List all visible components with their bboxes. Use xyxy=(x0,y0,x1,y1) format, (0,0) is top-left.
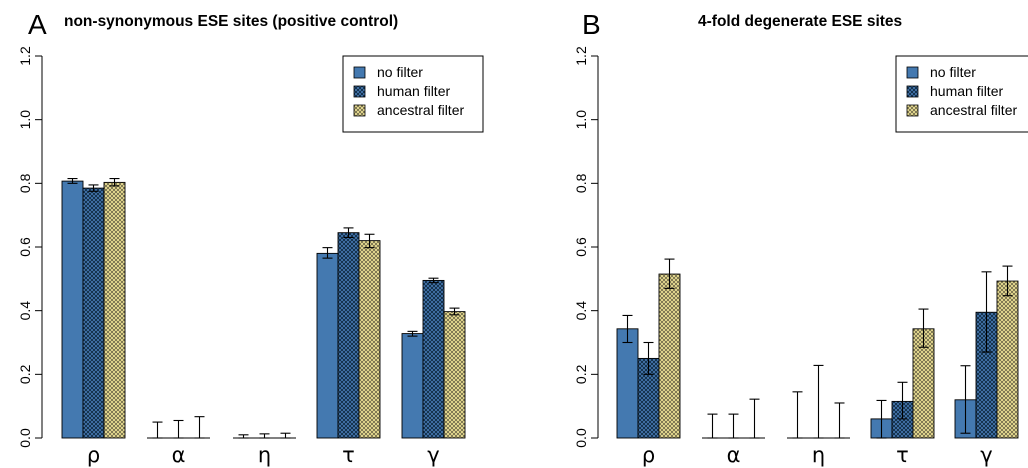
panel-a-y-tick-label: 0.2 xyxy=(17,364,33,384)
panel-b-y-tick-label: 0.2 xyxy=(573,364,589,384)
panel-a-legend-label-human-filter: human filter xyxy=(377,83,450,99)
panel-a-y-tick-label: 0.0 xyxy=(17,428,33,448)
panel-b-category-label: α xyxy=(727,443,741,467)
panel-a-error-bar-human-filter xyxy=(88,184,99,192)
panel-a-error-bar-ancestral-filter xyxy=(194,416,205,439)
panel-a-legend-swatch-human-filter xyxy=(353,85,366,98)
panel-a-bar-ancestral-filter xyxy=(358,240,381,439)
panel-a-y-tick-label: 0.8 xyxy=(17,173,33,193)
panel-b-category-label: γ xyxy=(980,443,992,467)
panel-a-category-label: α xyxy=(172,443,186,467)
panel-b: B 4-fold degenerate ESE sites 0.00.20.40… xyxy=(573,9,1028,467)
panel-b-y-tick-label: 0.6 xyxy=(573,237,589,257)
panel-a-bar-no-filter xyxy=(61,180,84,439)
panel-a-legend-swatch-no-filter xyxy=(353,66,366,79)
panel-b-error-bar-human-filter xyxy=(728,413,739,439)
panel-b-error-bar-ancestral-filter xyxy=(749,398,760,439)
panel-a-error-bar-human-filter xyxy=(428,277,439,284)
panel-b-legend-label-no-filter: no filter xyxy=(930,64,976,80)
panel-a-legend-label-ancestral-filter: ancestral filter xyxy=(377,102,464,118)
panel-a-category-label: τ xyxy=(342,443,355,467)
panel-b-legend-swatch-ancestral-filter xyxy=(906,104,919,117)
panel-b-category-label: η xyxy=(812,443,825,467)
panel-b-bar-no-filter xyxy=(616,328,639,439)
panel-b-legend-swatch-no-filter xyxy=(906,66,919,79)
panel-b-error-bar-human-filter xyxy=(643,341,654,375)
panel-a-error-bar-no-filter xyxy=(67,178,78,184)
panel-b-y-axis: 0.0 0.2 0.4 0.6 0.8 1.0 1.2 xyxy=(573,46,599,448)
panel-a-category-label: ρ xyxy=(87,443,100,467)
panel-b-legend-label-ancestral-filter: ancestral filter xyxy=(930,102,1017,118)
panel-a-legend-label-no-filter: no filter xyxy=(377,64,423,80)
panel-b-error-bar-no-filter xyxy=(876,399,887,439)
panel-a-error-bar-ancestral-filter xyxy=(449,307,460,316)
panel-a-legend-swatch-ancestral-filter xyxy=(353,104,366,117)
panel-a-bars xyxy=(61,178,466,439)
panel-a-error-bar-no-filter xyxy=(407,330,418,337)
panel-a-error-bar-ancestral-filter xyxy=(364,233,375,249)
panel-b-bar-ancestral-filter xyxy=(996,280,1019,439)
panel-a-y-tick-label: 0.4 xyxy=(17,301,33,321)
panel-a-y-axis: 0.0 0.2 0.4 0.6 0.8 1.0 1.2 xyxy=(17,46,43,448)
panel-b-error-bar-no-filter xyxy=(707,413,718,439)
panel-a-legend: no filter human filter ancestral filter xyxy=(342,55,484,133)
panel-a-error-bar-ancestral-filter xyxy=(280,432,291,439)
panel-b-y-tick-label: 1.0 xyxy=(573,110,589,130)
panel-b-error-bar-ancestral-filter xyxy=(918,308,929,348)
panel-a-bar-no-filter xyxy=(316,252,339,439)
panel-b-error-bar-human-filter xyxy=(897,381,908,420)
panel-b-y-tick-label: 0.4 xyxy=(573,301,589,321)
panel-a-error-bar-human-filter xyxy=(259,433,270,439)
panel-a-y-tick-label: 1.0 xyxy=(17,110,33,130)
panel-a-letter: A xyxy=(28,9,47,40)
panel-a-category-label: η xyxy=(258,443,271,467)
panel-b-error-bar-human-filter xyxy=(981,271,992,353)
panel-a-error-bar-no-filter xyxy=(322,247,333,259)
panel-a-y-tick-label: 1.2 xyxy=(17,46,33,66)
panel-b-error-bar-no-filter xyxy=(792,391,803,439)
panel-b-bar-ancestral-filter xyxy=(658,273,681,439)
panel-b-category-label: ρ xyxy=(642,443,655,467)
panel-b-legend-label-human-filter: human filter xyxy=(930,83,1003,99)
panel-b-y-tick-label: 0.8 xyxy=(573,173,589,193)
panel-a-error-bar-ancestral-filter xyxy=(109,178,120,187)
panel-a-bar-human-filter xyxy=(82,187,105,439)
panel-a-bar-ancestral-filter xyxy=(103,181,126,439)
panel-a: A non-synonymous ESE sites (positive con… xyxy=(17,9,484,467)
panel-a-bar-no-filter xyxy=(401,333,424,439)
panel-b-error-bar-no-filter xyxy=(622,314,633,344)
panel-a-error-bar-no-filter xyxy=(238,434,249,439)
panel-a-title: non-synonymous ESE sites (positive contr… xyxy=(64,13,398,30)
panel-b-y-tick-label: 0.0 xyxy=(573,428,589,448)
panel-b-error-bar-ancestral-filter xyxy=(834,402,845,439)
panel-a-bar-ancestral-filter xyxy=(443,311,466,439)
panel-a-y-tick-label: 0.6 xyxy=(17,237,33,257)
panel-a-error-bar-human-filter xyxy=(173,419,184,439)
panel-a-error-bar-human-filter xyxy=(343,227,354,238)
panel-b-category-label: τ xyxy=(896,443,909,467)
panel-a-category-label: γ xyxy=(427,443,439,467)
panel-b-bars xyxy=(616,258,1019,439)
panel-b-error-bar-human-filter xyxy=(813,364,824,439)
panel-b-title: 4-fold degenerate ESE sites xyxy=(698,13,902,30)
panel-b-y-tick-label: 1.2 xyxy=(573,46,589,66)
panel-a-legend-box xyxy=(342,55,484,133)
panel-b-legend-swatch-human-filter xyxy=(906,85,919,98)
panel-a-bar-human-filter xyxy=(337,232,360,439)
panel-a-error-bar-no-filter xyxy=(152,421,163,439)
panel-b-legend: no filter human filter ancestral filter xyxy=(895,55,1028,133)
panel-b-letter: B xyxy=(582,9,601,40)
panel-b-error-bar-ancestral-filter xyxy=(1002,265,1013,297)
panel-a-bar-human-filter xyxy=(422,279,445,439)
panel-b-error-bar-no-filter xyxy=(960,365,971,434)
panel-b-error-bar-ancestral-filter xyxy=(664,258,675,289)
